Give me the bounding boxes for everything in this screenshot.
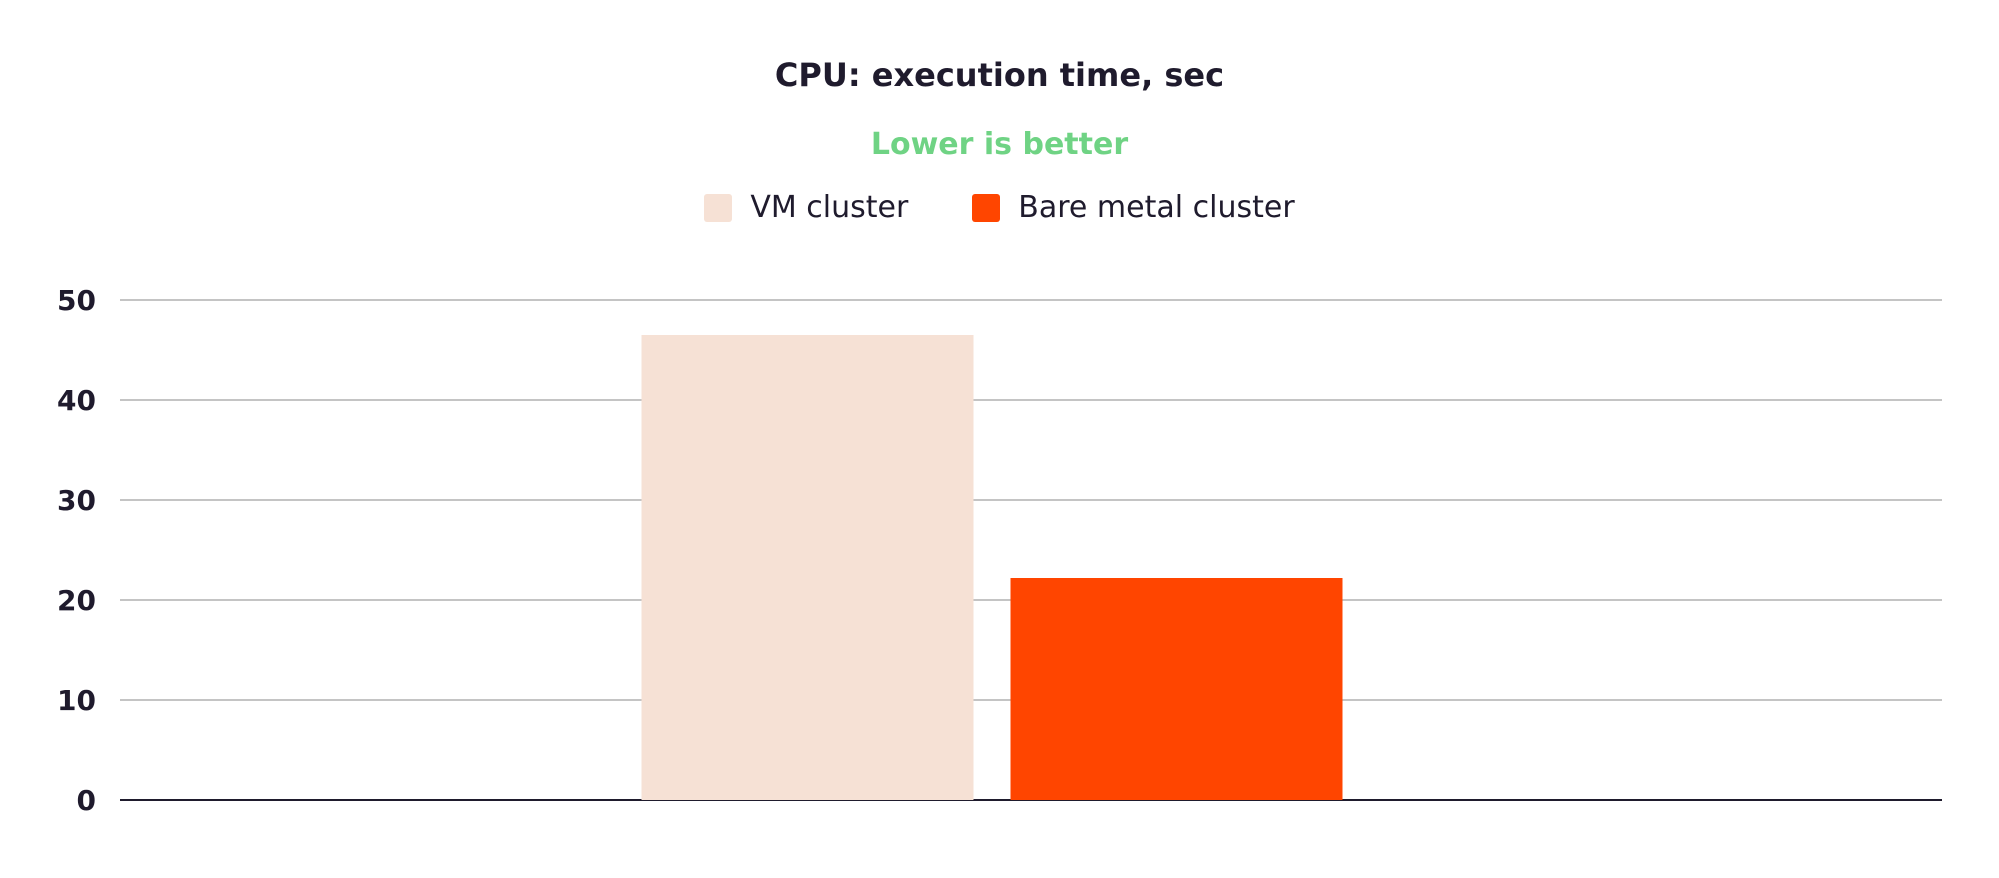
y-tick-label: 20 — [57, 584, 96, 617]
legend-item-bare-metal-cluster: Bare metal cluster — [972, 190, 1295, 225]
y-tick-label: 50 — [57, 284, 96, 317]
bar-vm-cluster — [641, 335, 974, 800]
y-tick-label: 10 — [57, 684, 96, 717]
y-tick-label: 30 — [57, 484, 96, 517]
legend-swatch-vm-cluster — [704, 193, 733, 222]
y-tick-label: 0 — [77, 784, 96, 817]
bar-bare-metal-cluster — [1010, 578, 1343, 800]
chart-subtitle: Lower is better — [870, 127, 1129, 162]
legend-label-bare-metal-cluster: Bare metal cluster — [1018, 190, 1295, 225]
y-tick-label: 40 — [57, 384, 96, 417]
chart-title: CPU: execution time, sec — [774, 56, 1225, 94]
legend-label-vm-cluster: VM cluster — [750, 190, 909, 225]
chart-legend: VM cluster Bare metal cluster — [0, 190, 1999, 225]
legend-item-vm-cluster: VM cluster — [704, 190, 908, 225]
legend-swatch-bare-metal-cluster — [972, 193, 1001, 222]
